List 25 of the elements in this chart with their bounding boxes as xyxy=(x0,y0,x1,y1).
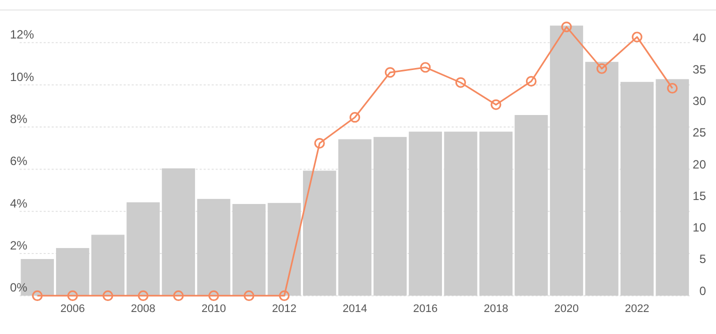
x-tick-label: 2006 xyxy=(60,303,85,315)
x-tick-label: 2020 xyxy=(554,303,579,315)
x-tick-label: 2016 xyxy=(413,303,438,315)
y2-tick-label: 20 xyxy=(692,157,706,172)
x-tick-label: 2018 xyxy=(484,303,508,315)
y2-tick-label: 30 xyxy=(692,94,706,108)
x-tick-label: 2022 xyxy=(624,303,650,315)
y2-tick-label: 5 xyxy=(699,252,706,266)
y-tick-label: 0% xyxy=(10,280,28,295)
x-tick-label: 2014 xyxy=(342,303,368,315)
y-tick-label: 6% xyxy=(10,154,28,168)
x-tick-label: 2010 xyxy=(201,303,226,315)
x-tick-label: 2012 xyxy=(272,303,297,315)
y-tick-label: 10% xyxy=(10,70,34,84)
y-tick-label: 12% xyxy=(10,28,34,42)
y2-tick-label: 0 xyxy=(699,284,706,298)
y2-tick-label: 25 xyxy=(692,126,706,140)
y-tick-label: 8% xyxy=(10,112,28,126)
y-tick-label: 4% xyxy=(10,196,28,210)
y2-tick-label: 40 xyxy=(692,30,706,45)
y2-tick-label: 10 xyxy=(692,220,706,235)
y2-tick-label: 15 xyxy=(692,188,706,203)
y-tick-label: 2% xyxy=(10,238,28,253)
y2-tick-label: 35 xyxy=(692,62,706,76)
x-tick-label: 2008 xyxy=(130,303,156,315)
